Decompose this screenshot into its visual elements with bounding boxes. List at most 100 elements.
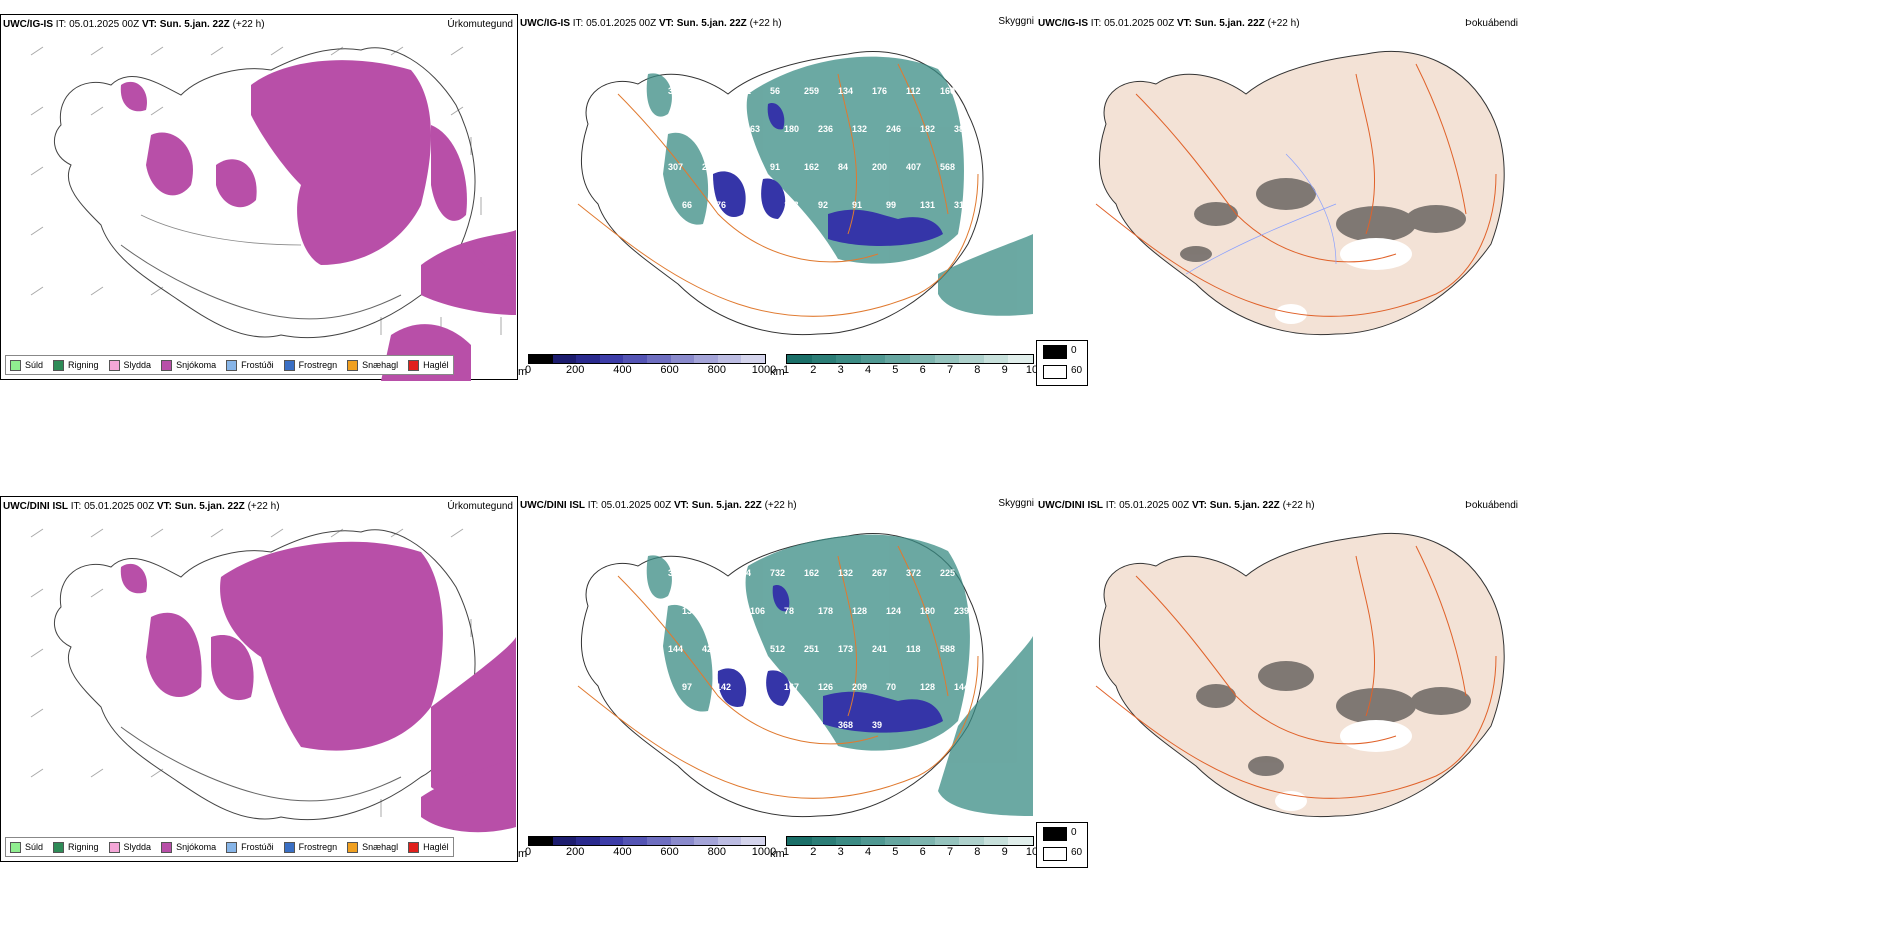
legend-label: Rigning [68,842,99,852]
colorbar-segment [934,837,960,845]
ceiling-value-label: 623 [716,606,731,616]
ceiling-value-label: 91 [852,200,862,210]
ceiling-value-label: 84 [838,162,848,172]
colorbar-segment [552,837,577,845]
colorbar-segment [787,355,812,363]
colorbar-segment [741,355,765,363]
ceiling-value-label: 144 [668,644,683,654]
ceiling-value-label: 178 [818,606,833,616]
ceiling-value-label: 180 [784,124,799,134]
precip-title-2: Úrkomutegund [447,501,513,512]
colorbar-tick: 6 [919,364,926,376]
ceiling-value-label: 132 [852,124,867,134]
colorbar-segment [959,837,984,845]
ceiling-value-label: 239 [954,606,969,616]
fog-panel-1: UWC/IG-IS IT: 05.01.2025 00Z VT: Sun. 5.… [1036,14,1520,386]
legend-swatch [10,359,21,371]
roads-fog-1 [1095,63,1497,317]
ceiling-value-label: 24 [702,162,712,172]
ceiling-value-label: 92 [818,200,828,210]
legend-label: Súld [25,360,44,370]
ceiling-value-label: 180 [920,606,935,616]
ceiling-colorbar-2: m 0 200 400 600 800 1000 [518,836,778,862]
colorbar-segment [529,355,553,363]
ceiling-value-label: 128 [852,606,867,616]
legend-label: Snæhagl [362,360,399,370]
legend-label: Snjókoma [176,360,217,370]
legend-swatch [226,359,238,371]
colorbar-segment [885,837,910,845]
header-5: UWC/DINI ISL IT: 05.01.2025 00Z VT: Sun.… [520,500,797,511]
ceiling-panel-1: 314 140 222 56 259 134 176 112 160 54 257 63 180 236 1… [518,14,1038,380]
ceiling-value-label: 133 [682,606,697,616]
colorbar-segment [836,355,861,363]
vis-unit: km [770,366,785,378]
roads-1 [577,63,979,317]
colorbar-segment [811,355,837,363]
ceiling-value-label: 106 [750,606,765,616]
colorbar-tick: 9 [1001,364,1008,376]
ceiling-value-label: 54 [682,124,692,134]
ceiling-value-label: 222 [736,86,751,96]
precip-map-1 [30,46,516,381]
ceiling-title-1: Skyggni [998,16,1034,27]
ceiling-value-label: 173 [838,644,853,654]
header-6: UWC/DINI ISL IT: 05.01.2025 00Z VT: Sun.… [1038,500,1315,511]
precip-title-1: Úrkomutegund [447,19,513,30]
colorbar-tick: 3 [837,364,844,376]
colorbar-segment [646,837,671,845]
ceiling-value-label: 63 [750,124,760,134]
colorbar-tick: 200 [566,846,585,858]
ceiling-value-label: 389 [954,124,969,134]
colorbar-segment [576,837,600,845]
ceiling-value-label: 142 [716,682,731,692]
legend-swatch [226,841,238,853]
ceiling-value-label: 407 [906,162,921,172]
colorbar-tick: 800 [707,846,726,858]
legend-swatch [108,359,120,371]
fog-legend-high: 0 [1071,827,1077,838]
ceiling-value-label: 251 [804,644,819,654]
colorbar-segment [1008,837,1033,845]
colorbar-segment [983,837,1009,845]
legend-swatch [347,359,359,371]
precip-panel-2: UWC/DINI ISL IT: 05.01.2025 00Z VT: Sun.… [0,496,518,862]
fog-legend-high: 0 [1071,345,1077,356]
precip-legend-1: Súld Rigning Slydda Snjókoma Frostúði Fr… [5,355,454,375]
ceiling-value-label: 112 [906,86,921,96]
header-2: UWC/IG-IS IT: 05.01.2025 00Z VT: Sun. 5.… [520,18,782,29]
ceiling-value-label: 124 [886,606,901,616]
ceiling-value-label: 160 [940,86,955,96]
colorbar-segment [741,837,765,845]
colorbar-segment [909,355,935,363]
colorbar-tick: 5 [892,364,899,376]
vis-areas-2 [646,534,1033,816]
colorbar-tick: 6 [919,846,926,858]
legend-label: Frostregn [298,360,338,370]
legend-swatch [10,841,21,853]
fog-legend-low: 60 [1071,365,1083,376]
colorbar-tick: 800 [707,364,726,376]
ceiling-value-label: 583 [750,682,765,692]
ceiling-value-label: 194 [736,568,751,578]
colorbar-tick: 200 [566,364,585,376]
ceiling-value-label: 98 [668,720,678,730]
ceiling-value-label: 167 [784,682,799,692]
fog-legend-1: 0 60 [1036,340,1088,386]
ceiling-value-label: 368 [838,720,853,730]
colorbar-segment [934,355,960,363]
fog-legend-2: 0 60 [1036,822,1088,868]
ceiling-value-label: 118 [906,644,921,654]
colorbar-segment [787,837,812,845]
colorbar-tick: 0 [524,846,532,858]
ceiling-value-label: 308 [668,568,683,578]
ceiling-value-label: 931 [702,568,717,578]
legend-swatch [161,841,173,853]
colorbar-segment [599,837,624,845]
legend-swatch [53,359,65,371]
colorbar-tick: 8 [974,846,981,858]
precip-panel-1: UWC/IG-IS IT: 05.01.2025 00Z VT: Sun. 5.… [0,14,518,381]
colorbar-segment [717,837,742,845]
colorbar-segment [836,837,861,845]
colorbar-tick: 400 [613,846,632,858]
